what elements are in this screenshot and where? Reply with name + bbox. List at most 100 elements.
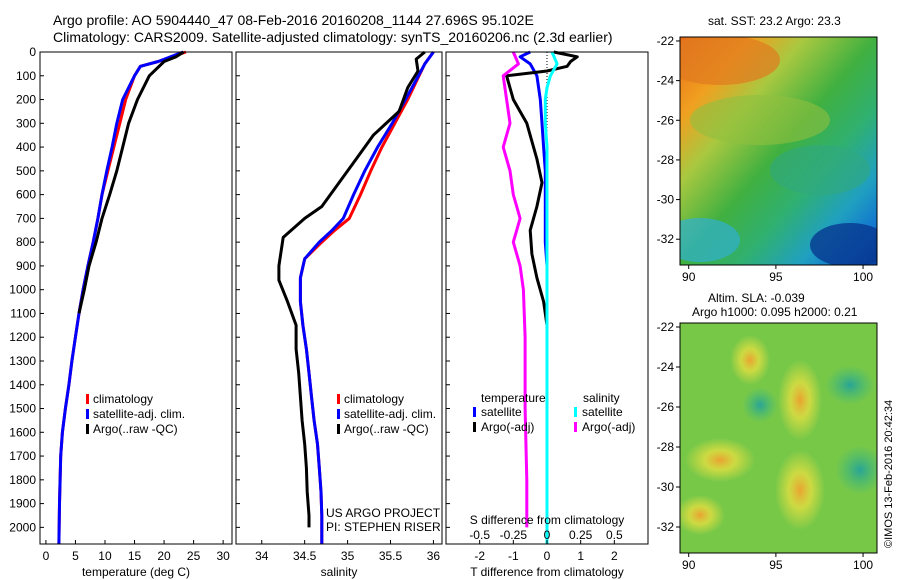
title-line-1: Argo profile: AO 5904440_47 08-Feb-2016 … (53, 12, 534, 28)
depth-tick-label: 2000 (9, 520, 36, 534)
x-tick-label: 0 (544, 549, 551, 563)
x2-tick-label: 0.5 (606, 528, 623, 542)
depth-tick-label: 1700 (9, 449, 36, 463)
legend-temperature-panel: climatology satellite-adj. clim. Argo(..… (86, 392, 185, 436)
x2-tick-label: -0.5 (469, 528, 490, 542)
x-tick-label: 35.5 (379, 549, 403, 563)
pi-annotation: PI: STEPHEN RISER (326, 520, 441, 534)
map-y-tick-label: -28 (657, 440, 675, 454)
series-line-1 (298, 51, 435, 544)
sla-map-title-2: Argo h1000: 0.095 h2000: 0.21 (692, 305, 858, 319)
sla-x-axis: 90 95 100 (682, 553, 873, 572)
depth-tick-label: 1400 (9, 378, 36, 392)
series-line-1 (57, 50, 184, 545)
sst-map-title: sat. SST: 23.2 Argo: 23.3 (708, 14, 841, 28)
depth-tick-label: 1000 (9, 283, 36, 297)
depth-tick-label: 100 (16, 69, 36, 83)
series-line-2 (277, 50, 426, 528)
map-y-tick-label: -26 (657, 113, 675, 127)
x-tick-label: 0 (43, 549, 50, 563)
depth-tick-label: 400 (16, 140, 36, 154)
x-tick-label: 34 (255, 549, 269, 563)
sla-field (730, 335, 770, 385)
sla-map-frame (679, 322, 878, 554)
sst-y-axis: -22 -24 -26 -28 -30 -32 (657, 34, 680, 246)
legend-swatch-s-argo (574, 422, 577, 432)
depth-tick-label: 600 (16, 188, 36, 202)
map-y-tick-label: -32 (657, 520, 675, 534)
depth-tick-label: 500 (16, 164, 36, 178)
legend-swatch-satellite (337, 409, 340, 419)
x2-tick-label: 0 (544, 528, 551, 542)
depth-tick-label: 1500 (9, 402, 36, 416)
sla-field (825, 365, 875, 405)
sla-field (680, 495, 725, 535)
x-tick-label: -2 (474, 549, 485, 563)
legend-label-satellite: satellite-adj. clim. (93, 407, 185, 421)
x-tick-label: 15 (128, 549, 142, 563)
x-tick-label: 36 (427, 549, 441, 563)
map-y-tick-label: -30 (657, 480, 675, 494)
x-tick-label: 10 (98, 549, 112, 563)
depth-tick-label: 1200 (9, 330, 36, 344)
sst-field (680, 37, 780, 85)
map-y-tick-label: -22 (657, 320, 675, 334)
x-tick-label: 25 (187, 549, 201, 563)
map-y-tick-label: -28 (657, 153, 675, 167)
depth-tick-label: 900 (16, 259, 36, 273)
x-tick-label: 1 (577, 549, 584, 563)
legend-swatch-satellite (86, 409, 89, 419)
legend-label-t-satellite: satellite (481, 405, 522, 419)
depth-tick-label: 0 (29, 45, 36, 59)
map-x-tick-label: 95 (769, 270, 783, 284)
x2-tick-label: -0.25 (500, 528, 528, 542)
credit-timestamp: ©IMOS 13-Feb-2016 20:42:34 (883, 400, 895, 548)
depth-tick-label: 700 (16, 211, 36, 225)
sla-field (775, 450, 825, 530)
map-x-tick-label: 90 (682, 270, 696, 284)
x-tick-label: 35 (341, 549, 355, 563)
series-line-2 (77, 50, 185, 314)
map-x-tick-label: 90 (682, 558, 696, 572)
map-x-tick-label: 100 (853, 270, 873, 284)
sla-y-axis: -22 -24 -26 -28 -30 -32 (657, 320, 680, 534)
legend-label-climatology: climatology (93, 392, 153, 406)
legend-heading-salinity: salinity (583, 391, 620, 405)
map-y-tick-label: -30 (657, 193, 675, 207)
sst-field (690, 95, 830, 145)
depth-tick-label: 1100 (10, 306, 36, 320)
legend-swatch-climatology (86, 394, 89, 404)
sla-map: Altim. SLA: -0.039 Argo h1000: 0.095 h20… (657, 291, 878, 572)
x-tick-label: 30 (216, 549, 230, 563)
sla-field (742, 387, 778, 423)
panel-frame (235, 51, 443, 545)
legend-heading-temperature: temperature (481, 391, 546, 405)
legend-label-s-satellite: satellite (582, 405, 623, 419)
profile-panel-1: 34 34.5 35 35.5 36 salinity (235, 50, 443, 579)
profile-panel-2: -2 -1 0 1 2 T difference from climatology S di… (445, 50, 649, 579)
x-tick-label: -1 (508, 549, 519, 563)
x-axis-label: T difference from climatology (470, 565, 624, 579)
x-tick-label: 5 (72, 549, 79, 563)
sst-x-axis: 90 95 100 (682, 265, 873, 284)
legend-label-climatology: climatology (344, 392, 404, 406)
legend-salinity-panel: climatology satellite-adj. clim. Argo(..… (326, 392, 441, 534)
x2-tick-label: 0.25 (569, 528, 593, 542)
legend-label-s-argo: Argo(-adj) (582, 420, 635, 434)
depth-tick-label: 1900 (9, 497, 36, 511)
title-line-2: Climatology: CARS2009. Satellite-adjuste… (53, 29, 613, 45)
map-y-tick-label: -22 (657, 34, 675, 48)
legend-swatch-argo (86, 424, 89, 434)
legend-swatch-t-satellite (473, 407, 476, 417)
sst-map: sat. SST: 23.2 Argo: 23.3 -22 -24 -26 -28 -3… (657, 14, 878, 284)
legend-label-argo: Argo(..raw -QC) (344, 422, 429, 436)
sla-field (778, 360, 822, 440)
sst-map-frame (679, 36, 878, 266)
sla-map-title-1: Altim. SLA: -0.039 (708, 291, 805, 305)
legend-difference-panel: temperature satellite Argo(-adj) salinit… (473, 391, 635, 434)
legend-swatch-climatology (337, 394, 340, 404)
x2-axis-label: S difference from climatology (470, 513, 625, 527)
panel-frame (39, 51, 233, 545)
legend-swatch-t-argo (473, 422, 476, 432)
x-axis-label: salinity (321, 565, 358, 579)
